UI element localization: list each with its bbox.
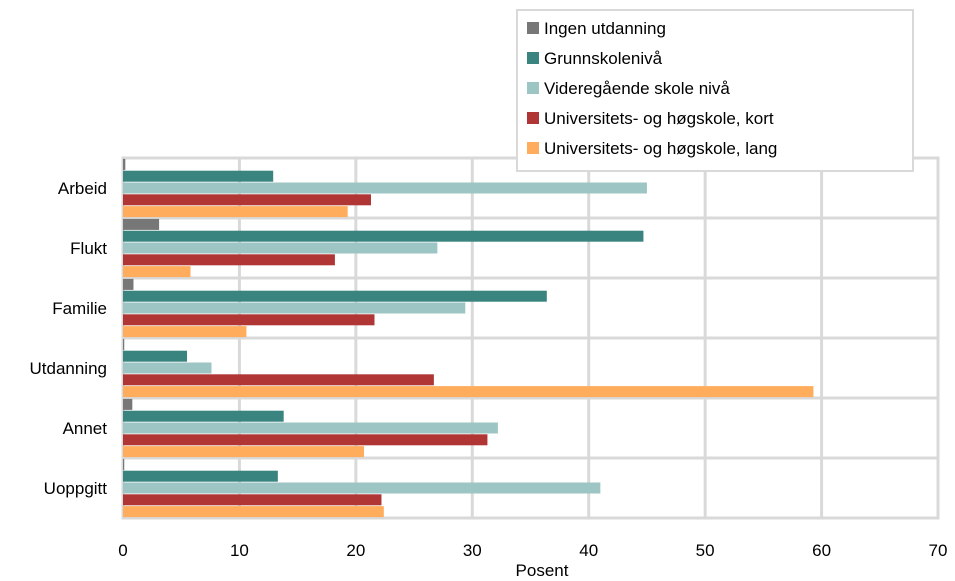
x-tick-label: 10 <box>230 541 249 560</box>
bar <box>123 374 434 386</box>
bar <box>123 398 133 410</box>
bar <box>123 494 382 506</box>
bar <box>123 290 547 302</box>
bar <box>123 482 601 494</box>
category-label: Flukt <box>70 239 107 258</box>
gridlines <box>123 158 938 518</box>
legend-box <box>516 9 914 172</box>
bar <box>123 410 284 422</box>
category-label: Utdanning <box>29 359 107 378</box>
bar <box>123 194 371 206</box>
category-label: Arbeid <box>58 179 107 198</box>
bar <box>123 326 247 338</box>
bar <box>123 206 348 218</box>
legend-label: Videregående skole nivå <box>544 79 730 98</box>
legend-swatch <box>527 142 539 154</box>
bar <box>123 158 126 170</box>
bar <box>123 362 212 374</box>
bar <box>123 266 191 278</box>
bar <box>123 386 814 398</box>
legend-swatch <box>527 112 539 124</box>
x-tick-labels: 0 10 20 30 40 50 60 70 <box>118 541 947 560</box>
bar <box>123 278 134 290</box>
bar <box>123 170 274 182</box>
legend-label: Universitets- og høgskole, kort <box>544 109 774 128</box>
category-label: Uoppgitt <box>44 479 108 498</box>
bar <box>123 182 647 194</box>
category-label: Familie <box>52 299 107 318</box>
bar <box>123 506 384 518</box>
category-labels: Arbeid Flukt Familie Utdanning Annet Uoppgitt <box>29 179 107 498</box>
legend-swatch <box>527 22 539 34</box>
bar <box>123 434 488 446</box>
bar <box>123 302 466 314</box>
bar <box>123 422 498 434</box>
legend-label: Ingen utdanning <box>544 19 666 38</box>
category-label: Annet <box>63 419 108 438</box>
bars <box>123 158 814 518</box>
bar <box>123 338 125 350</box>
bar <box>123 470 278 482</box>
legend-label: Universitets- og høgskole, lang <box>544 139 777 158</box>
x-axis-title: Posent <box>516 561 569 580</box>
x-tick-label: 70 <box>929 541 948 560</box>
x-tick-label: 40 <box>579 541 598 560</box>
x-tick-label: 30 <box>463 541 482 560</box>
x-tick-label: 50 <box>696 541 715 560</box>
legend-swatch <box>527 52 539 64</box>
bar <box>123 446 365 458</box>
legend-label: Grunnskolenivå <box>544 49 663 68</box>
bar <box>123 254 335 266</box>
x-tick-label: 0 <box>118 541 127 560</box>
bar <box>123 350 188 362</box>
bar <box>123 458 125 470</box>
bar <box>123 230 644 242</box>
x-tick-label: 20 <box>346 541 365 560</box>
x-tick-label: 60 <box>812 541 831 560</box>
bar <box>123 218 160 230</box>
bar <box>123 242 438 254</box>
legend: Ingen utdanning Grunnskolenivå Videregåend… <box>516 9 914 172</box>
legend-swatch <box>527 82 539 94</box>
bar <box>123 314 375 326</box>
